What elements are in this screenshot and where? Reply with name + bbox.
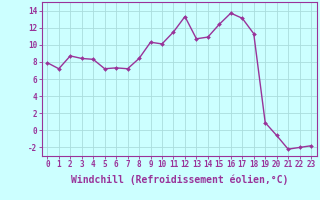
X-axis label: Windchill (Refroidissement éolien,°C): Windchill (Refroidissement éolien,°C) [70, 175, 288, 185]
